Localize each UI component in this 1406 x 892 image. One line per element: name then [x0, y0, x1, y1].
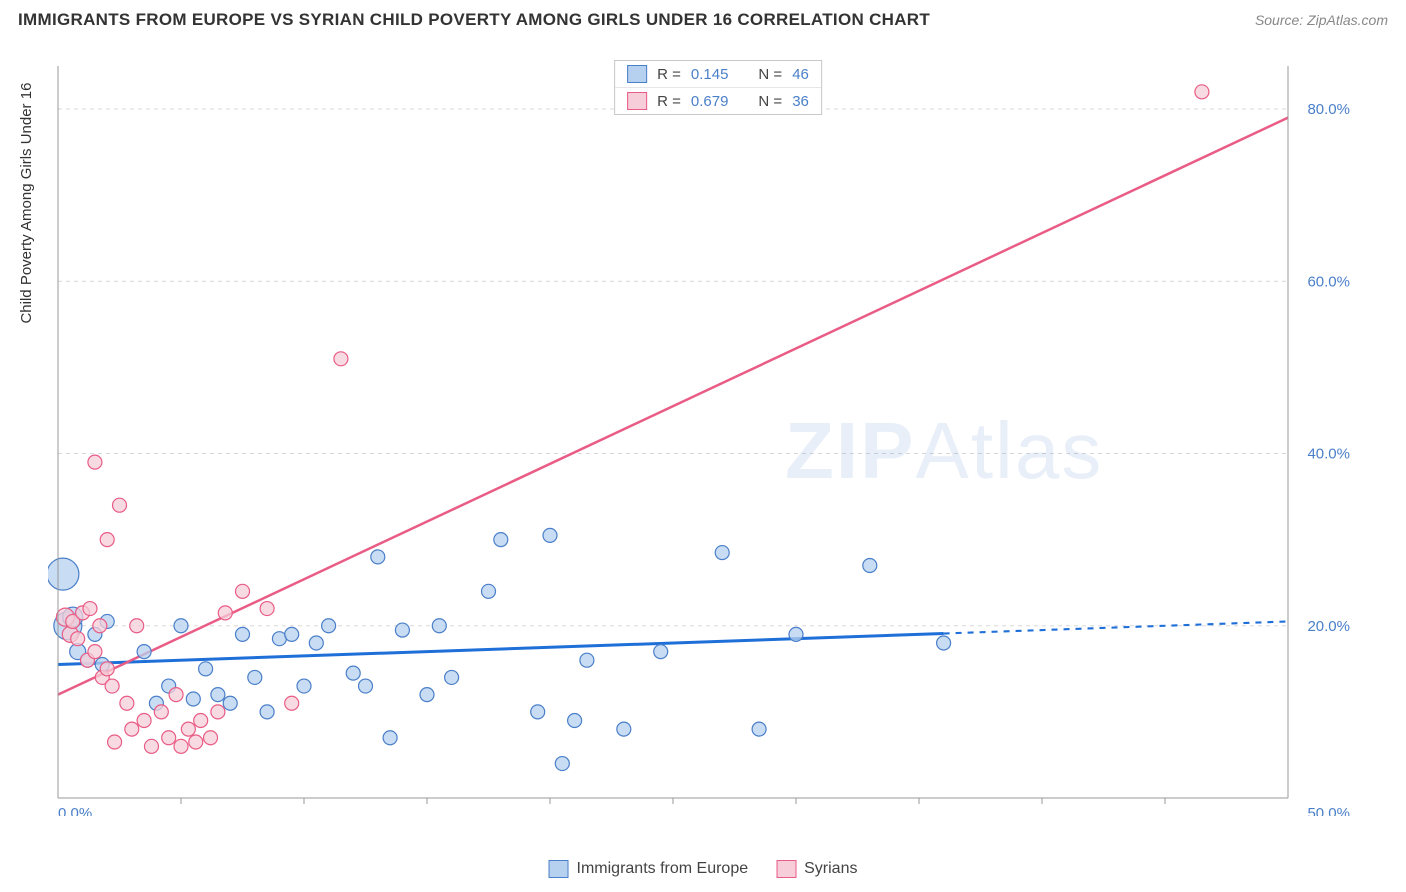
n-label: N =: [758, 93, 782, 110]
r-label: R =: [657, 66, 681, 83]
stats-legend: R = 0.145 N = 46 R = 0.679 N = 36: [614, 60, 822, 115]
n-label: N =: [758, 66, 782, 83]
stats-legend-row: R = 0.679 N = 36: [615, 87, 821, 114]
legend-swatch: [627, 92, 647, 110]
svg-text:80.0%: 80.0%: [1307, 101, 1350, 118]
chart-title: IMMIGRANTS FROM EUROPE VS SYRIAN CHILD P…: [18, 10, 930, 30]
series-label: Syrians: [804, 860, 857, 878]
source-label: Source:: [1255, 12, 1303, 28]
svg-text:20.0%: 20.0%: [1307, 618, 1350, 635]
chart-area: Child Poverty Among Girls Under 16 20.0%…: [48, 56, 1388, 832]
r-value: 0.679: [691, 93, 729, 110]
n-value: 46: [792, 66, 809, 83]
svg-text:0.0%: 0.0%: [58, 805, 92, 816]
legend-swatch: [627, 65, 647, 83]
source-value: ZipAtlas.com: [1307, 12, 1388, 28]
series-label: Immigrants from Europe: [577, 860, 749, 878]
svg-text:40.0%: 40.0%: [1307, 446, 1350, 463]
series-legend-item: Immigrants from Europe: [549, 860, 749, 878]
series-legend-item: Syrians: [776, 860, 857, 878]
n-value: 36: [792, 93, 809, 110]
svg-text:50.0%: 50.0%: [1307, 805, 1350, 816]
source: Source: ZipAtlas.com: [1255, 12, 1388, 28]
stats-legend-row: R = 0.145 N = 46: [615, 61, 821, 87]
r-value: 0.145: [691, 66, 729, 83]
legend-swatch: [776, 860, 796, 878]
title-bar: IMMIGRANTS FROM EUROPE VS SYRIAN CHILD P…: [0, 0, 1406, 36]
legend-swatch: [549, 860, 569, 878]
r-label: R =: [657, 93, 681, 110]
series-legend: Immigrants from Europe Syrians: [549, 860, 858, 878]
scatter-plot: 20.0% 40.0% 60.0% 80.0% 0.0% 50.0%: [48, 56, 1358, 816]
y-axis-label: Child Poverty Among Girls Under 16: [18, 83, 35, 324]
svg-text:60.0%: 60.0%: [1307, 273, 1350, 290]
